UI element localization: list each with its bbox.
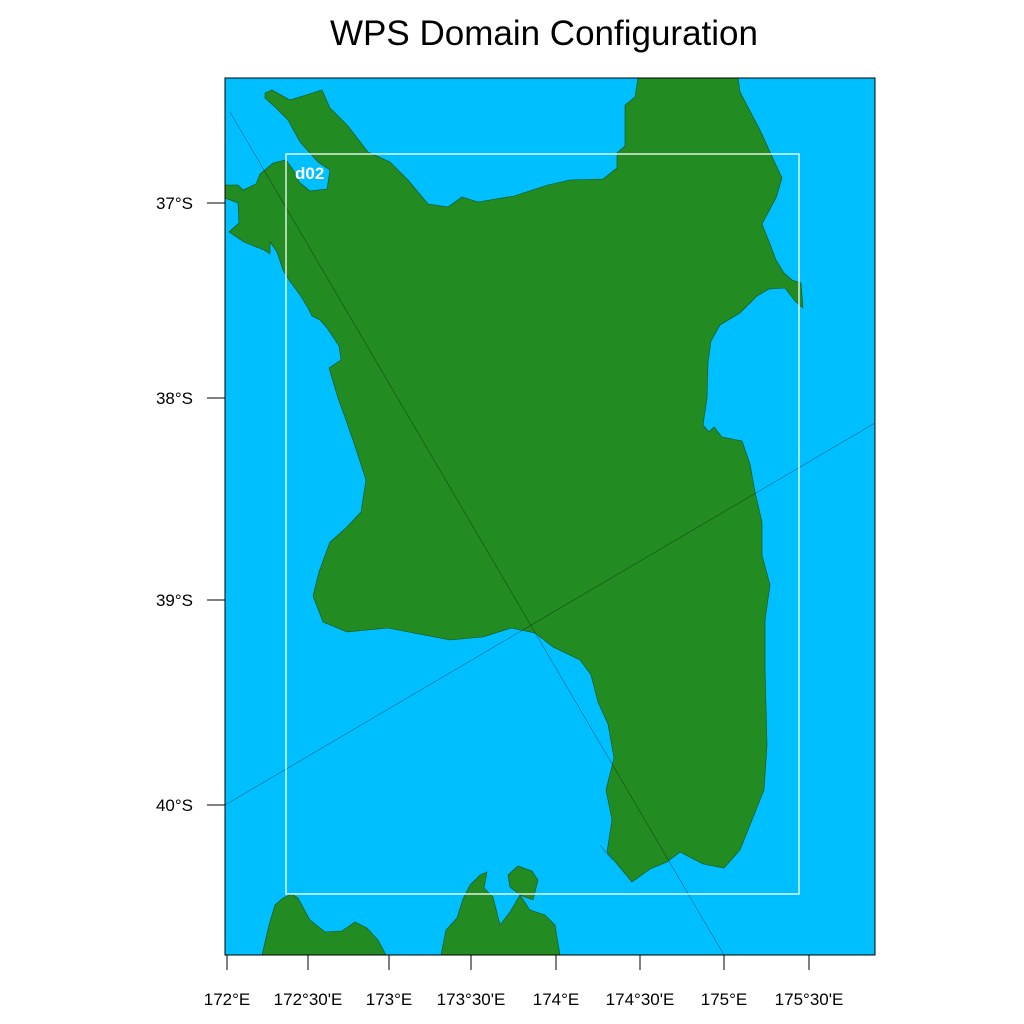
lon-tick-label: 172°E: [204, 990, 251, 1009]
map-title: WPS Domain Configuration: [330, 14, 758, 53]
landmass-south-left: [261, 893, 387, 955]
lon-tick-label: 173°30'E: [437, 990, 506, 1009]
lon-tick-label: 175°E: [701, 990, 748, 1009]
lon-tick-label: 175°30'E: [775, 990, 844, 1009]
lon-tick-label: 173°E: [366, 990, 413, 1009]
grid-line-short: [599, 844, 613, 861]
lat-tick-label: 39°S: [156, 591, 193, 610]
lon-tick-label: 174°E: [533, 990, 580, 1009]
grid-line-diagonal: [225, 422, 875, 806]
lon-tick-label: 172°30'E: [274, 990, 343, 1009]
landmass-south-mid: [440, 871, 561, 955]
longitude-axis: 172°E 172°30'E 173°E 173°30'E 174°E 174°30'E 1…: [204, 955, 844, 1009]
landmass-main: [225, 78, 804, 883]
lon-tick-label: 174°30'E: [606, 990, 675, 1009]
grid-line-diagonal: [229, 111, 725, 955]
map-frame: [224, 77, 876, 956]
lat-tick-label: 40°S: [156, 796, 193, 815]
latitude-axis: 37°S 38°S 39°S 40°S: [156, 194, 225, 815]
nest-domain-label: d02: [295, 164, 324, 183]
lat-tick-label: 38°S: [156, 389, 193, 408]
lat-tick-label: 37°S: [156, 194, 193, 213]
landmass-south-islet: [507, 865, 539, 901]
nest-domain-box: [285, 153, 800, 895]
